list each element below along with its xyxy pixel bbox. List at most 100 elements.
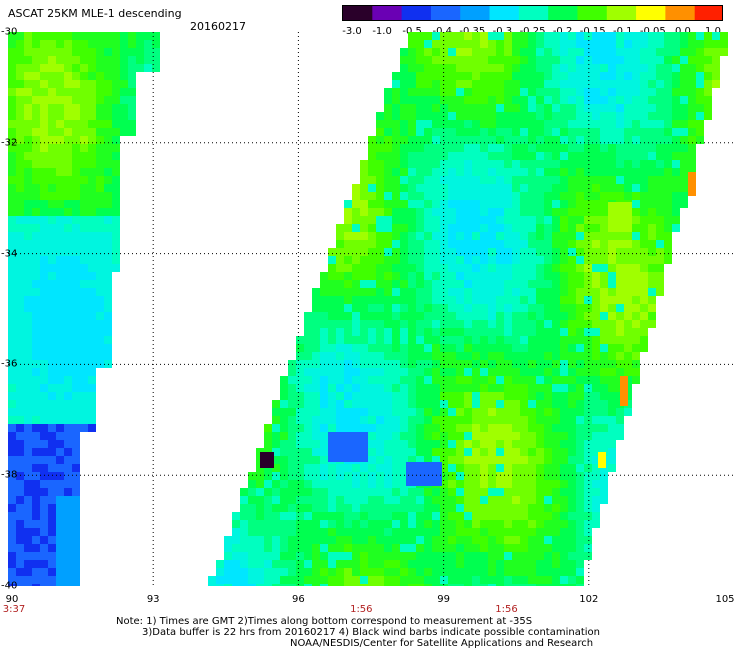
swath-cell	[504, 464, 512, 472]
swath-cell	[512, 40, 520, 48]
swath-cell	[528, 584, 536, 586]
swath-cell	[80, 176, 88, 184]
swath-cell	[576, 480, 584, 488]
swath-cell	[656, 288, 664, 296]
swath-cell	[384, 128, 392, 136]
swath-cell	[472, 424, 480, 432]
swath-cell	[416, 536, 424, 544]
swath-cell	[448, 160, 456, 168]
swath-cell	[64, 448, 72, 456]
swath-cell	[344, 312, 352, 320]
swath-cell	[376, 408, 384, 416]
swath-cell	[328, 416, 336, 424]
swath-cell	[520, 568, 528, 576]
swath-cell	[696, 104, 704, 112]
swath-cell	[664, 104, 672, 112]
swath-cell	[512, 216, 520, 224]
swath-cell	[64, 576, 72, 584]
swath-cell	[32, 384, 40, 392]
swath-cell	[488, 248, 496, 256]
swath-cell	[256, 584, 264, 586]
swath-cell	[704, 64, 712, 72]
swath-cell	[40, 184, 48, 192]
swath-cell	[576, 320, 584, 328]
swath-cell	[88, 104, 96, 112]
swath-cell	[416, 200, 424, 208]
swath-cell	[624, 192, 632, 200]
swath-cell	[344, 328, 352, 336]
swath-cell	[24, 344, 32, 352]
swath-cell	[488, 160, 496, 168]
swath-cell	[552, 224, 560, 232]
swath-cell	[80, 264, 88, 272]
swath-cell	[360, 504, 368, 512]
swath-cell	[576, 368, 584, 376]
swath-cell	[656, 40, 664, 48]
swath-cell	[576, 456, 584, 464]
swath-cell	[352, 304, 360, 312]
swath-cell	[560, 424, 568, 432]
swath-cell	[56, 80, 64, 88]
swath-cell	[424, 56, 432, 64]
swath-cell	[424, 384, 432, 392]
swath-cell	[544, 168, 552, 176]
swath-cell	[464, 568, 472, 576]
swath-cell	[352, 288, 360, 296]
swath-cell	[648, 224, 656, 232]
swath-cell	[648, 56, 656, 64]
swath-cell	[240, 488, 248, 496]
swath-cell	[384, 504, 392, 512]
swath-cell	[8, 72, 16, 80]
swath-cell	[544, 472, 552, 480]
swath-cell	[504, 352, 512, 360]
swath-cell	[416, 264, 424, 272]
swath-cell	[616, 64, 624, 72]
swath-cell	[648, 96, 656, 104]
swath-cell	[624, 144, 632, 152]
swath-cell	[496, 488, 504, 496]
swath-cell	[480, 224, 488, 232]
swath-cell	[392, 384, 400, 392]
swath-cell	[456, 184, 464, 192]
swath-cell	[40, 96, 48, 104]
swath-cell	[40, 72, 48, 80]
swath-cell	[240, 568, 248, 576]
swath-cell	[280, 480, 288, 488]
swath-cell	[448, 128, 456, 136]
swath-cell	[40, 56, 48, 64]
swath-cell	[432, 184, 440, 192]
swath-cell	[496, 392, 504, 400]
swath-cell	[344, 544, 352, 552]
swath-cell	[296, 512, 304, 520]
swath-cell	[512, 448, 520, 456]
swath-cell	[680, 176, 688, 184]
swath-cell	[400, 376, 408, 384]
swath-cell	[432, 64, 440, 72]
swath-cell	[672, 64, 680, 72]
swath-cell	[408, 352, 416, 360]
swath-cell	[472, 192, 480, 200]
swath-cell	[560, 192, 568, 200]
swath-cell	[32, 272, 40, 280]
swath-cell	[368, 168, 376, 176]
swath-cell	[136, 64, 144, 72]
swath-cell	[600, 480, 608, 488]
swath-cell	[16, 544, 24, 552]
swath-cell	[64, 208, 72, 216]
swath-cell	[560, 376, 568, 384]
swath-cell	[392, 544, 400, 552]
swath-cell	[336, 496, 344, 504]
swath-cell	[304, 328, 312, 336]
swath-cell	[40, 352, 48, 360]
swath-cell	[464, 528, 472, 536]
swath-cell	[392, 552, 400, 560]
swath-cell	[472, 552, 480, 560]
swath-cell	[632, 48, 640, 56]
swath-cell	[584, 520, 592, 528]
swath-cell	[472, 248, 480, 256]
swath-cell	[664, 152, 672, 160]
swath-cell	[96, 48, 104, 56]
swath-cell	[512, 392, 520, 400]
swath-cell	[584, 504, 592, 512]
swath-cell	[16, 416, 24, 424]
